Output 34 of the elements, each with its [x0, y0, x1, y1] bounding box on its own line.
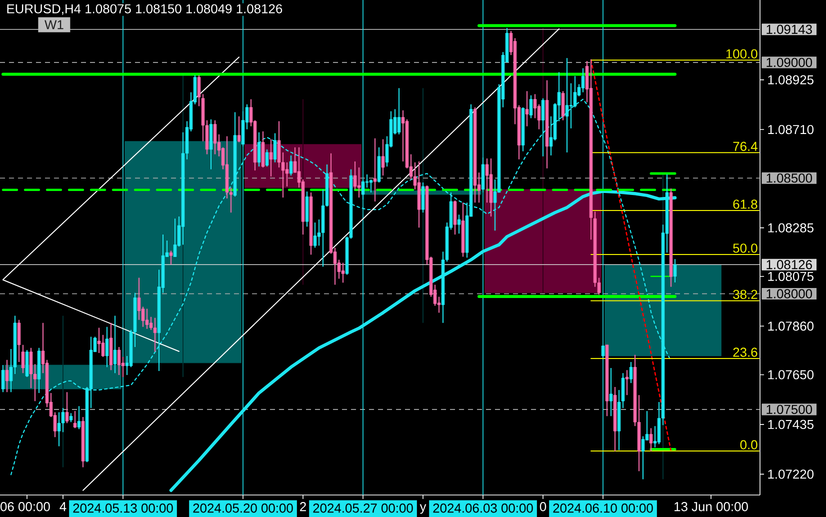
series-label: 38.2 [733, 290, 758, 299]
x-tick-label: 2024.06.03 00:00 [433, 504, 533, 513]
ref-line-label: 1.08500 [766, 174, 812, 183]
x-tick-label: 2024.05.13 00:00 [73, 504, 173, 513]
x-tick-label: 06 00:00 [0, 502, 50, 512]
x-tick-label: 2 [300, 502, 306, 512]
ref-line-label: 1.08000 [766, 289, 812, 298]
ref-line-label: 1.08126 [766, 260, 812, 270]
x-tick-label: 4 [60, 502, 66, 512]
ref-line-label: 1.09143 [766, 24, 812, 34]
x-tick-label: 2024.05.27 00:00 [313, 504, 413, 513]
annotation: W1 [44, 20, 64, 30]
ref-line-label: 1.07500 [766, 404, 812, 414]
y-tick-label: 1.08285 [768, 223, 814, 232]
series-label: 61.8 [733, 200, 758, 209]
y-tick-label: 1.07435 [768, 420, 814, 430]
series-label: 50.0 [733, 244, 758, 253]
chart-title: EURUSD,H4 1.08075 1.08150 1.08049 1.08126 [7, 4, 282, 15]
x-tick-label: 0 [540, 502, 546, 512]
series-label: 100.0 [726, 49, 758, 58]
ref-line-label: 1.09000 [766, 58, 812, 68]
y-tick-label: 1.08075 [768, 272, 814, 281]
y-tick-label: 1.08710 [768, 124, 814, 134]
x-tick-label: 2024.05.20 00:00 [193, 504, 293, 513]
x-tick-label: y [420, 504, 426, 514]
x-tick-label: 2024.06.10 00:00 [553, 504, 653, 513]
series-label: 0.0 [740, 440, 758, 450]
series-label: 76.4 [733, 142, 758, 151]
y-tick-label: 1.08925 [768, 75, 814, 84]
y-tick-label: 1.07220 [768, 470, 814, 479]
y-tick-label: 1.07650 [768, 370, 814, 380]
series-label: 23.6 [733, 348, 758, 357]
y-tick-label: 1.07860 [768, 322, 814, 331]
x-tick-label: 13 Jun 00:00 [674, 502, 748, 512]
